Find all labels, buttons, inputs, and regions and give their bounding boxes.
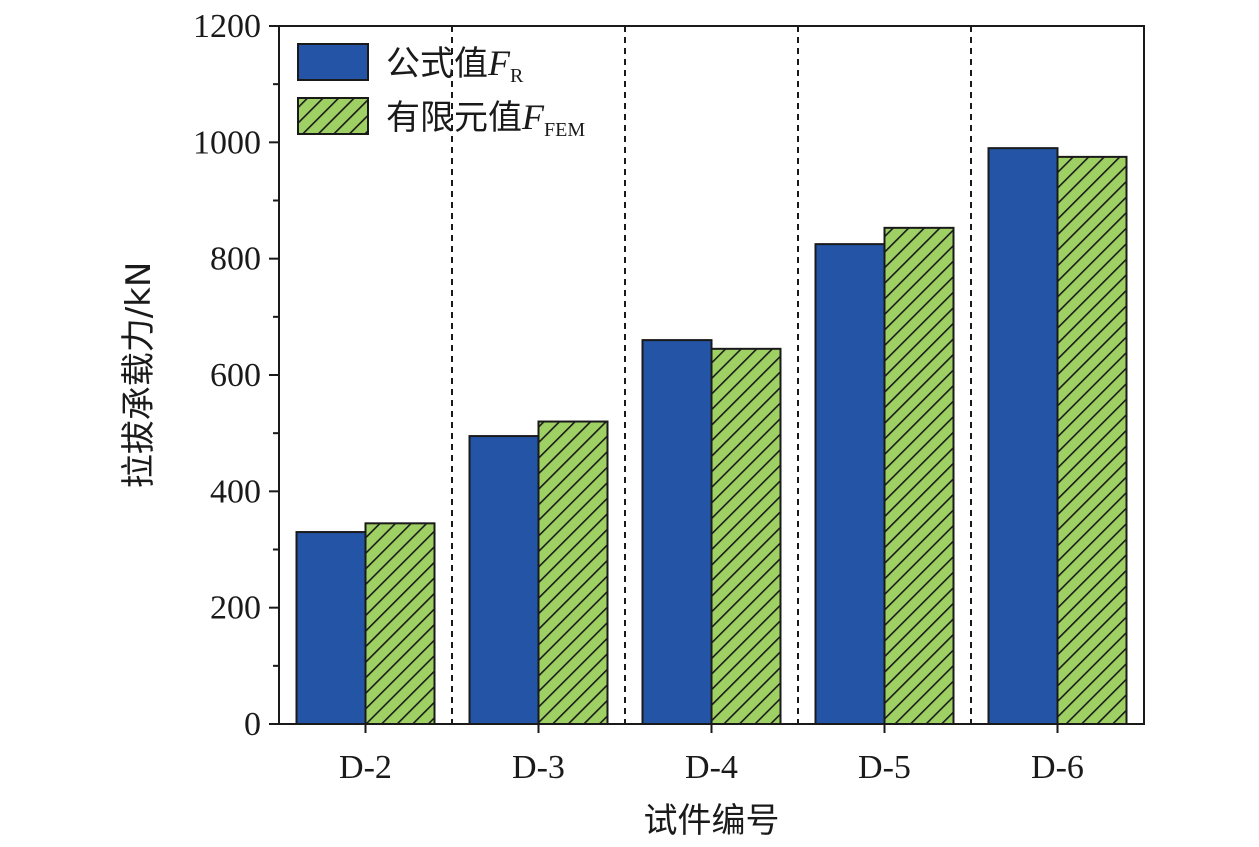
x-axis-title: 试件编号 bbox=[644, 801, 780, 841]
x-axis: D-2 D-3 D-4 D-5 D-6 bbox=[339, 724, 1084, 786]
bar-fem-d-4 bbox=[710, 347, 782, 725]
x-tick-label: D-2 bbox=[339, 749, 392, 786]
bars-layer bbox=[295, 147, 1128, 726]
bar-fem-d-5 bbox=[883, 226, 955, 725]
y-tick-label: 0 bbox=[244, 706, 261, 743]
bar-formula-d-6 bbox=[987, 147, 1059, 725]
y-axis: 0 200 400 600 800 1000 1200 bbox=[193, 8, 279, 743]
bar-formula-d-5 bbox=[814, 243, 886, 725]
y-tick-label: 400 bbox=[210, 473, 261, 510]
x-tick-label: D-3 bbox=[512, 749, 565, 786]
bar-formula-d-3 bbox=[468, 435, 540, 725]
y-axis-title: 拉拔承载力/kN bbox=[119, 262, 159, 489]
y-tick-label: 800 bbox=[210, 241, 261, 278]
bar-formula-d-2 bbox=[295, 531, 367, 725]
legend-label: 有限元值FFEM bbox=[386, 97, 585, 141]
bar-fem-d-3 bbox=[537, 420, 609, 725]
y-tick-label: 1000 bbox=[193, 124, 261, 161]
x-tick-label: D-4 bbox=[685, 749, 738, 786]
bar-fem-d-2 bbox=[364, 522, 436, 726]
y-tick-label: 1200 bbox=[193, 8, 261, 45]
y-tick-label: 600 bbox=[210, 357, 261, 394]
x-tick-label: D-5 bbox=[858, 749, 911, 786]
x-tick-label: D-6 bbox=[1031, 749, 1084, 786]
bar-fem-d-6 bbox=[1056, 155, 1128, 725]
bar-formula-d-4 bbox=[641, 339, 713, 725]
legend-label: 公式值FR bbox=[386, 43, 524, 87]
legend: 公式值FR 有限元值FFEM bbox=[297, 43, 585, 141]
y-tick-label: 200 bbox=[210, 590, 261, 627]
legend-swatch bbox=[297, 97, 369, 135]
legend-swatch bbox=[297, 43, 369, 81]
